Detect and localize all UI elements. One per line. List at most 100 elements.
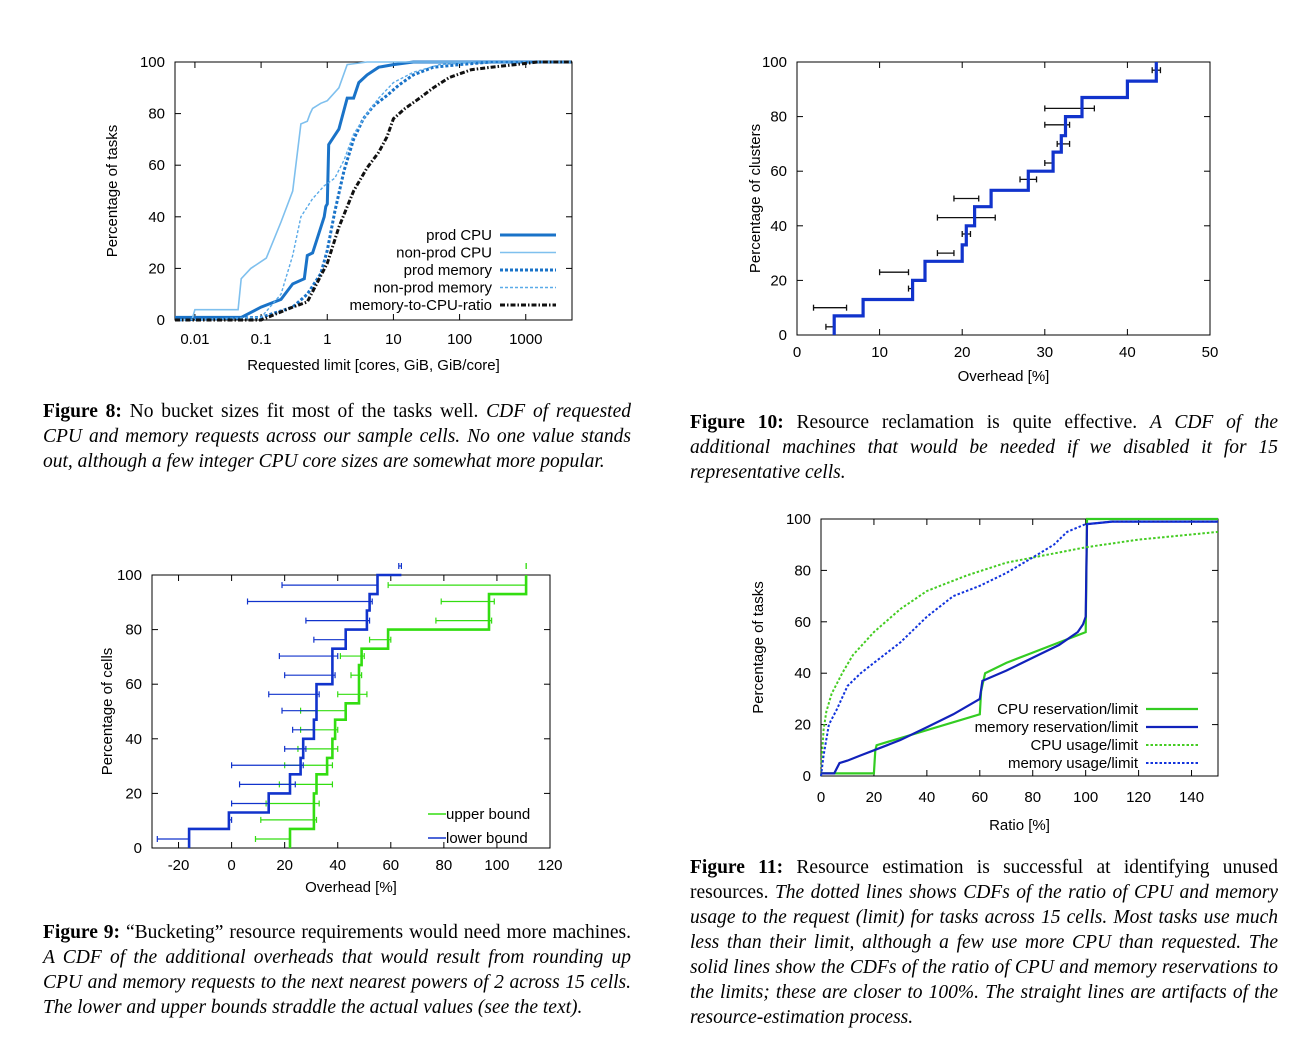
legend-label: CPU reservation/limit — [997, 701, 1139, 718]
legend-label: memory usage/limit — [1008, 755, 1139, 772]
x-tick-label: 0.01 — [180, 331, 209, 348]
x-axis-label: Overhead [%] — [958, 368, 1050, 385]
y-axis-label: Percentage of cells — [99, 648, 116, 776]
y-tick-label: 0 — [779, 327, 787, 344]
x-axis-label: Overhead [%] — [305, 879, 397, 896]
figure-9-caption: Figure 9: “Bucketing” resource requireme… — [43, 920, 631, 1020]
figure-8-caption-label: Figure 8: — [43, 401, 122, 422]
y-tick-label: 20 — [125, 785, 142, 802]
series-line — [175, 61, 572, 321]
series-step-line — [187, 573, 402, 848]
plot-frame — [820, 518, 1219, 777]
x-tick-label: 50 — [1202, 344, 1219, 361]
y-tick-label: 100 — [117, 567, 142, 584]
x-tick-label: 0 — [227, 857, 235, 874]
series-line — [174, 60, 572, 322]
x-tick-label: 120 — [1126, 789, 1151, 806]
x-tick-label: 40 — [329, 857, 346, 874]
series-step-line — [832, 62, 1158, 335]
figure-8-caption-summary: No bucket sizes fit most of the tasks we… — [121, 401, 487, 422]
figure-8-caption: Figure 8: No bucket sizes fit most of th… — [43, 399, 631, 474]
x-tick-label: 20 — [276, 857, 293, 874]
x-tick-label: 0 — [793, 344, 801, 361]
legend-label: prod memory — [404, 262, 493, 279]
series-line — [175, 60, 572, 319]
legend-label: lower bound — [446, 830, 528, 847]
y-tick-label: 80 — [794, 562, 811, 579]
figure-9-caption-summary: “Bucketing” resource requirements would … — [120, 922, 631, 943]
y-axis-label: Percentage of clusters — [747, 124, 764, 273]
x-tick-label: 100 — [447, 331, 472, 348]
x-tick-label: 60 — [382, 857, 399, 874]
x-tick-label: 1 — [323, 331, 331, 348]
y-tick-label: 80 — [148, 106, 165, 123]
series-line — [821, 520, 1218, 775]
legend-label: prod CPU — [426, 227, 492, 244]
x-tick-label: 140 — [1179, 789, 1204, 806]
y-tick-label: 80 — [125, 622, 142, 639]
x-tick-label: 20 — [954, 344, 971, 361]
y-tick-label: 100 — [762, 54, 787, 71]
x-tick-label: 10 — [385, 331, 402, 348]
y-tick-label: 0 — [157, 312, 165, 329]
y-tick-label: 100 — [140, 54, 165, 71]
legend-label: non-prod memory — [374, 280, 493, 297]
y-tick-label: 0 — [803, 768, 811, 785]
figure-9-caption-label: Figure 9: — [43, 922, 121, 943]
x-tick-label: -20 — [168, 857, 190, 874]
x-tick-label: 30 — [1036, 344, 1053, 361]
series-line — [820, 530, 1219, 777]
figure-9-caption-detail: A CDF of the additional overheads that w… — [43, 947, 631, 1018]
x-tick-label: 80 — [1024, 789, 1041, 806]
figure-11-caption-summary: Resource estimation is successful at ide… — [690, 857, 1278, 903]
y-tick-label: 40 — [794, 665, 811, 682]
series-line — [175, 60, 572, 322]
y-tick-label: 60 — [125, 676, 142, 693]
x-tick-label: 40 — [1119, 344, 1136, 361]
figure-10-caption: Figure 10: Resource reclamation is quite… — [690, 410, 1278, 485]
x-tick-label: 0.1 — [251, 331, 272, 348]
figure-10-caption-label: Figure 10: — [690, 412, 784, 433]
y-tick-label: 20 — [770, 272, 787, 289]
legend-label: CPU usage/limit — [1030, 737, 1138, 754]
y-axis-label: Percentage of tasks — [104, 125, 121, 258]
y-tick-label: 60 — [148, 157, 165, 174]
figure-11-caption: Figure 11: Resource estimation is succes… — [690, 855, 1278, 1030]
y-tick-label: 20 — [794, 717, 811, 734]
y-tick-label: 40 — [770, 218, 787, 235]
x-tick-label: 10 — [871, 344, 888, 361]
legend-label: upper bound — [446, 806, 530, 823]
y-tick-label: 20 — [148, 260, 165, 277]
legend-label: memory-to-CPU-ratio — [349, 297, 492, 314]
x-tick-label: 100 — [1073, 789, 1098, 806]
x-tick-label: 1000 — [509, 331, 542, 348]
y-tick-label: 60 — [794, 614, 811, 631]
figure-11-caption-detail: The dotted lines shows CDFs of the ratio… — [690, 882, 1278, 1028]
x-tick-label: 0 — [817, 789, 825, 806]
plot-frame — [796, 61, 1211, 336]
x-tick-label: 80 — [436, 857, 453, 874]
figure-10-caption-summary: Resource reclamation is quite effective. — [783, 412, 1150, 433]
y-tick-label: 100 — [786, 511, 811, 528]
y-tick-label: 40 — [148, 209, 165, 226]
legend-label: memory reservation/limit — [975, 719, 1139, 736]
x-tick-label: 120 — [537, 857, 562, 874]
figure-8-caption-detail: CDF of requested CPU and memory requests… — [43, 401, 631, 472]
x-tick-label: 40 — [919, 789, 936, 806]
x-tick-label: 20 — [866, 789, 883, 806]
plot-frame — [151, 574, 551, 849]
x-axis-label: Ratio [%] — [989, 817, 1050, 834]
y-tick-label: 0 — [134, 840, 142, 857]
y-axis-label: Percentage of tasks — [750, 581, 767, 714]
x-tick-label: 100 — [484, 857, 509, 874]
y-tick-label: 80 — [770, 109, 787, 126]
series-step-line — [288, 575, 528, 848]
x-axis-label: Requested limit [cores, GiB, GiB/core] — [247, 357, 500, 374]
figure-11-caption-label: Figure 11: — [690, 857, 784, 878]
series-line — [820, 520, 1218, 777]
legend-label: non-prod CPU — [396, 245, 492, 262]
y-tick-label: 60 — [770, 163, 787, 180]
